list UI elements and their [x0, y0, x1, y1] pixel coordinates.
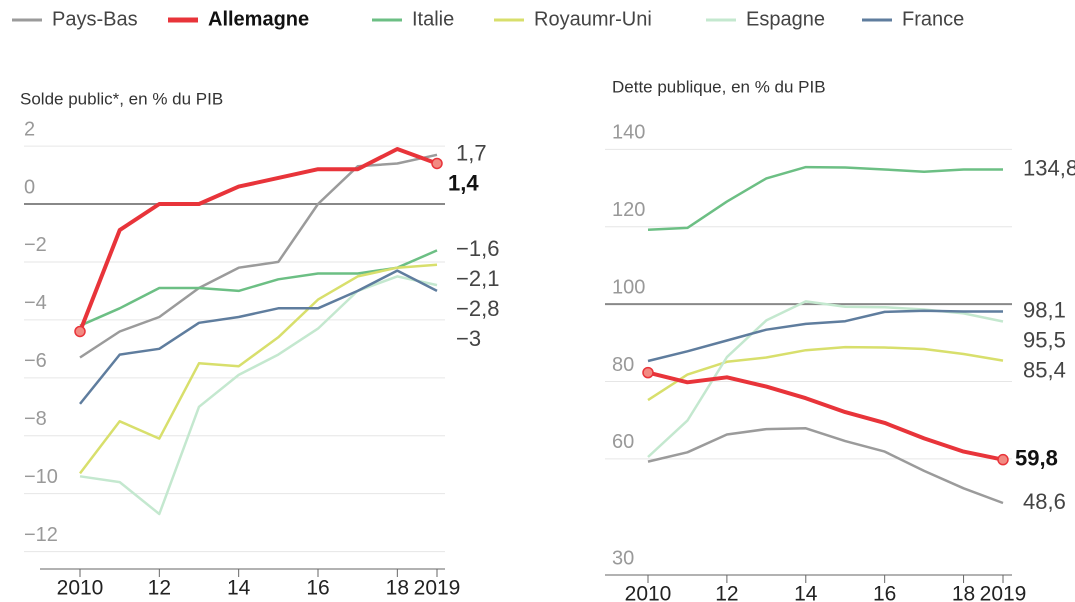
chart-title: Dette publique, en % du PIB — [612, 77, 826, 96]
end-label: 1,7 — [456, 141, 487, 166]
x-tick-label: 2010 — [625, 583, 672, 602]
end-label: −1,6 — [456, 236, 499, 261]
x-tick-label: 18 — [952, 583, 975, 602]
end-dot — [431, 157, 443, 170]
series-line — [79, 269, 438, 405]
x-tick-label: 14 — [227, 577, 251, 600]
series-line — [647, 345, 1004, 402]
end-label: 48,6 — [1023, 489, 1066, 514]
series-line — [79, 153, 438, 359]
end-label: −2,1 — [456, 266, 499, 291]
x-tick-label: 12 — [715, 583, 738, 602]
legend-label: Royaumr-Uni — [534, 8, 652, 30]
end-label: 134,8 — [1023, 155, 1075, 180]
x-tick-label: 16 — [873, 583, 896, 602]
x-tick-label: 2019 — [980, 583, 1027, 602]
y-tick-label: −4 — [24, 292, 47, 314]
end-label: −2,8 — [456, 296, 499, 321]
chart-title: Solde public*, en % du PIB — [20, 89, 223, 108]
y-tick-label: −6 — [24, 350, 47, 372]
series-line — [78, 147, 438, 333]
end-label: 98,1 — [1023, 297, 1066, 322]
end-label: −3 — [456, 326, 481, 351]
legend-label: Italie — [412, 8, 454, 30]
x-tick-label: 14 — [794, 583, 818, 602]
legend-label: Espagne — [746, 8, 825, 30]
series-line — [647, 370, 1004, 462]
legend-label: Allemagne — [208, 8, 309, 30]
y-tick-label: 100 — [612, 276, 645, 298]
y-tick-label: 120 — [612, 199, 645, 221]
y-tick-label: −2 — [24, 234, 47, 256]
end-dot — [642, 366, 654, 379]
y-tick-label: 140 — [612, 122, 645, 144]
legend-label: France — [902, 8, 964, 30]
end-dot — [997, 453, 1009, 466]
x-tick-label: 12 — [148, 577, 171, 600]
series-line — [79, 263, 438, 475]
y-tick-label: 80 — [612, 354, 634, 376]
end-label: 59,8 — [1015, 445, 1058, 470]
x-tick-label: 16 — [306, 577, 329, 600]
y-tick-label: 60 — [612, 431, 634, 453]
x-tick-label: 2019 — [414, 577, 461, 600]
x-tick-label: 18 — [386, 577, 409, 600]
series-line — [647, 165, 1003, 232]
y-tick-label: −12 — [24, 524, 58, 546]
end-label: 95,5 — [1023, 327, 1066, 352]
x-tick-label: 2010 — [57, 577, 104, 600]
series-line — [647, 309, 1003, 363]
y-tick-label: 2 — [24, 118, 35, 140]
end-label: 85,4 — [1023, 357, 1066, 382]
series-line — [79, 275, 438, 516]
end-label: 1,4 — [448, 171, 479, 196]
legend-label: Pays-Bas — [52, 8, 138, 30]
end-dot — [74, 325, 86, 338]
y-tick-label: −8 — [24, 408, 47, 430]
y-tick-label: −10 — [24, 466, 58, 488]
series-line — [647, 427, 1004, 505]
series-line — [79, 249, 438, 327]
y-tick-label: 30 — [612, 547, 634, 569]
y-tick-label: 0 — [24, 176, 35, 198]
